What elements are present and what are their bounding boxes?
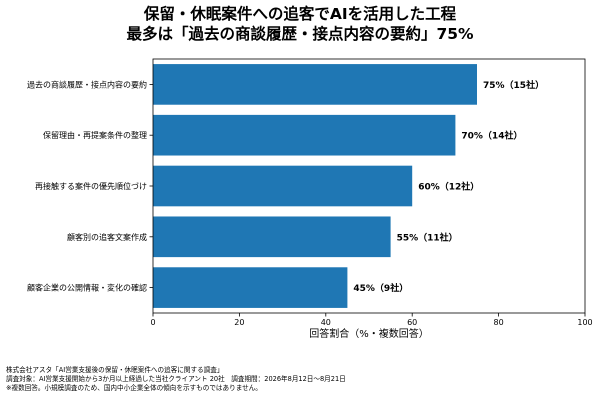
category-label-2: 再接触する案件の優先順位づけ [35, 181, 147, 191]
x-tick-label-1: 20 [234, 318, 244, 327]
footnotes: 株式会社アスタ「AI営業支援後の保留・休眠案件への追客に関する調査」 調査対象：… [6, 366, 346, 392]
x-tick-label-5: 100 [577, 318, 592, 327]
bar-1 [153, 114, 456, 156]
bar-4 [153, 267, 348, 308]
footnote-source: 株式会社アスタ「AI営業支援後の保留・休眠案件への追客に関する調査」 [6, 366, 224, 374]
chart-title: 保留・休眠案件への追客でAIを活用した工程 最多は「過去の商談履歴・接点内容の要… [0, 4, 600, 44]
x-tick-label-3: 60 [407, 318, 417, 327]
category-label-0: 過去の商談履歴・接点内容の要約 [27, 79, 147, 89]
data-label-2: 60%（12社） [418, 181, 479, 193]
x-axis-label: 回答割合（%・複数回答） [309, 327, 429, 340]
bar-2 [153, 165, 413, 207]
x-tick-label-2: 40 [321, 318, 331, 327]
category-label-4: 顧客企業の公開情報・変化の確認 [27, 283, 147, 293]
data-label-0: 75%（15社） [483, 79, 544, 91]
x-tick-label-0: 0 [150, 318, 155, 327]
labels-layer: 過去の商談履歴・接点内容の要約 75%（15社） 保留理由・再提案条件の整理 70%（… [27, 79, 593, 327]
data-label-1: 70%（14社） [461, 130, 522, 142]
category-label-1: 保留理由・再提案条件の整理 [43, 130, 147, 140]
data-label-3: 55%（11社） [397, 231, 458, 243]
bar-0 [153, 64, 477, 105]
axes-layer [149, 58, 586, 317]
x-tick-label-4: 80 [494, 318, 504, 327]
chart-title-line-2: 最多は「過去の商談履歴・接点内容の要約」75% [126, 25, 474, 43]
data-label-4: 45%（9社） [353, 282, 408, 294]
bars-layer [153, 64, 477, 308]
footnote-note: ※複数回答。小規模調査のため、国内中小企業全体の傾向を示すものではありません。 [6, 383, 262, 392]
category-label-3: 顧客別の追客文案作成 [67, 232, 147, 242]
bar-3 [153, 216, 391, 258]
footnote-survey-info: 調査対象：AI営業支援開始から3か月以上経過した当社クライアント 20社 調査期… [6, 374, 346, 383]
chart-title-line-1: 保留・休眠案件への追客でAIを活用した工程 [143, 5, 457, 23]
